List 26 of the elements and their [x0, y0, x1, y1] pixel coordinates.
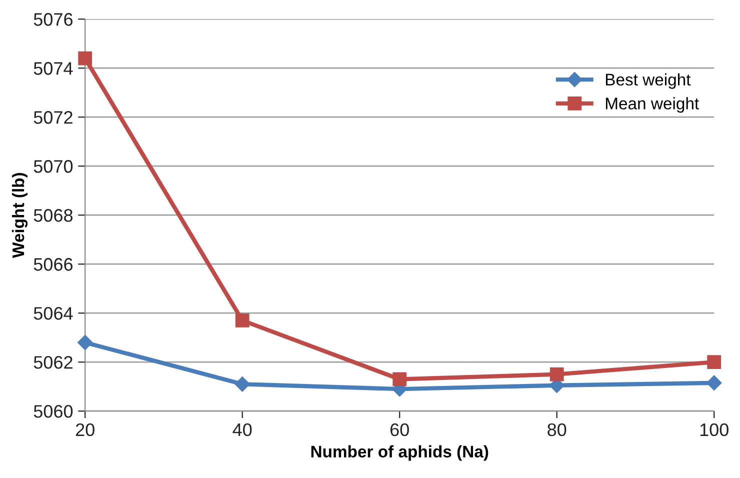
point	[235, 313, 250, 328]
y-tick-label: 5076	[34, 13, 73, 26]
x-tick-label: 60	[390, 423, 409, 436]
y-tick-label: 5072	[34, 111, 72, 124]
x-tick-label: 100	[700, 423, 728, 436]
y-tick-label: 5068	[34, 209, 73, 222]
x-tick-label: 80	[548, 423, 566, 436]
legend-label: Best weight	[606, 73, 691, 89]
point	[78, 334, 93, 350]
x-tick-label: 40	[232, 423, 252, 436]
y-tick-label: 5070	[34, 160, 73, 173]
x-axis-title: Number of aphids (Na)	[311, 445, 488, 461]
y-axis-title: Weight (lb)	[12, 173, 28, 258]
y-tick-label: 5064	[34, 307, 73, 320]
point	[78, 51, 92, 66]
point	[234, 376, 250, 392]
x-tick-label: 20	[76, 423, 94, 436]
point	[707, 355, 722, 370]
y-tick-label: 5060	[34, 405, 73, 418]
point	[706, 375, 722, 390]
point	[550, 367, 564, 382]
y-tick-label: 5062	[34, 356, 72, 369]
legend-label: Mean weight	[606, 97, 699, 113]
y-tick-label: 5066	[34, 258, 73, 271]
point	[392, 372, 407, 386]
y-tick-label: 5074	[34, 62, 73, 75]
